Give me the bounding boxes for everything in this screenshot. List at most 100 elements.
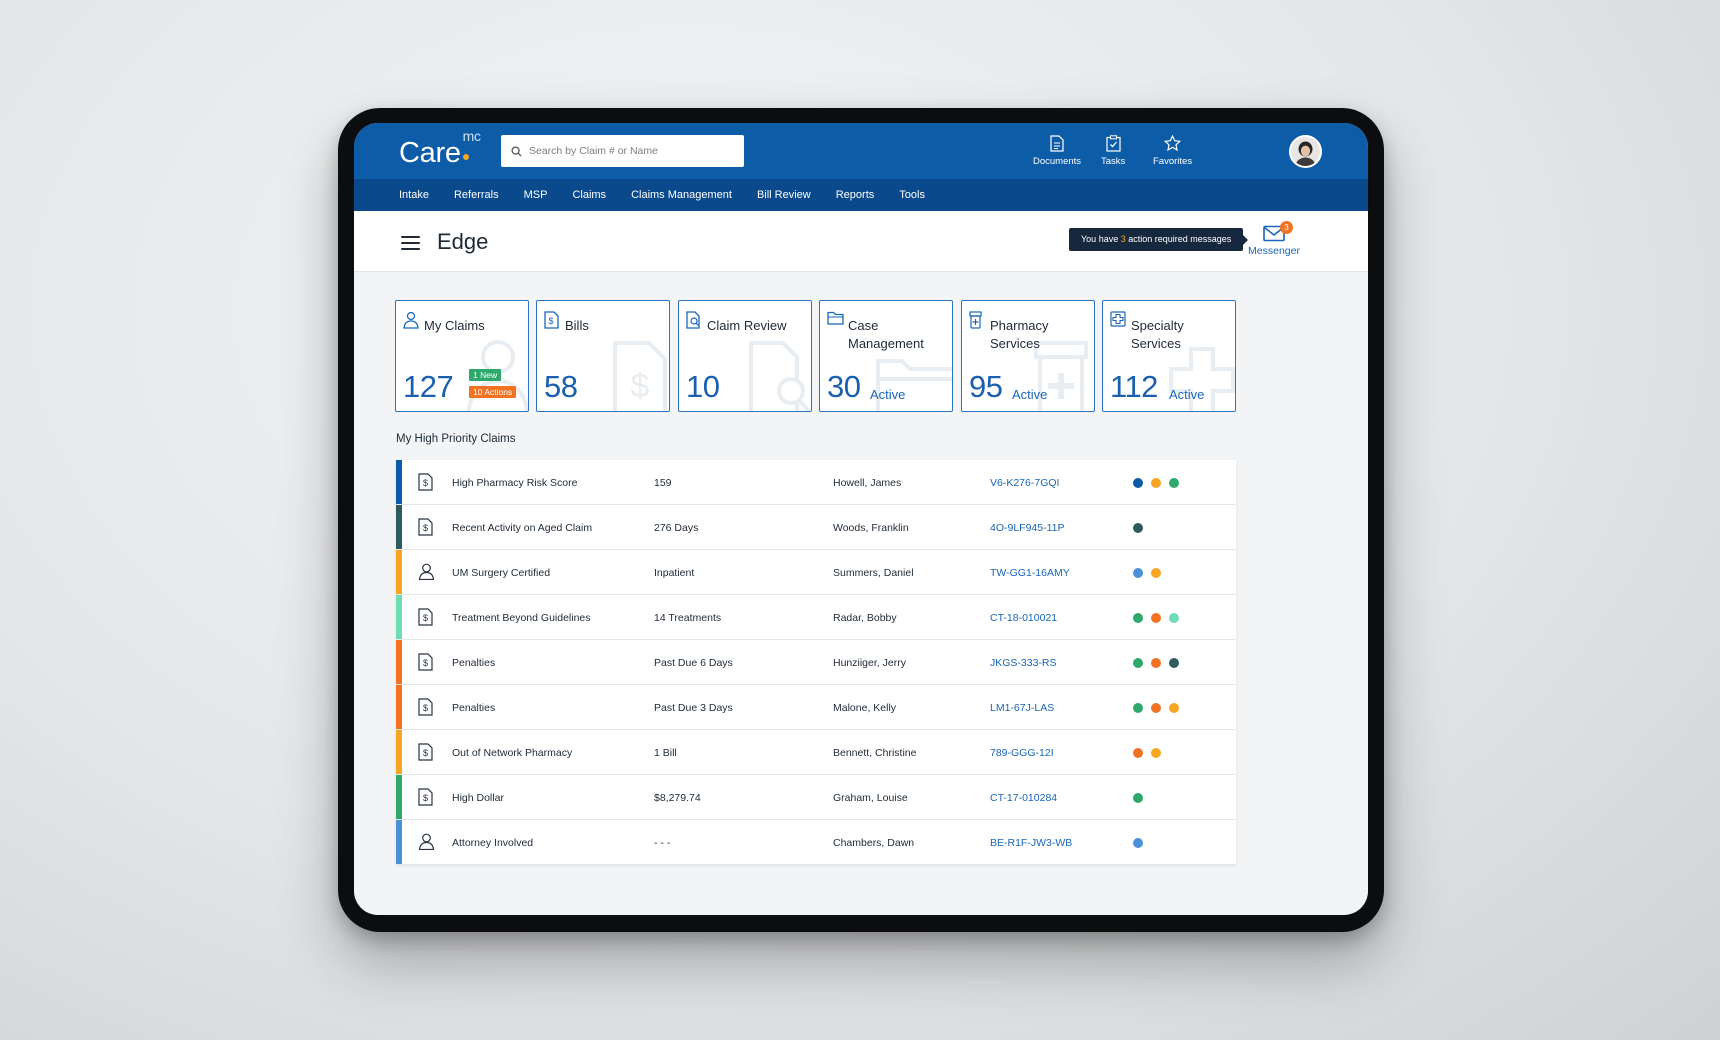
claim-alert-name: Recent Activity on Aged Claim bbox=[452, 522, 593, 534]
nav-item-tools[interactable]: Tools bbox=[899, 189, 925, 201]
status-dot bbox=[1151, 478, 1161, 488]
nav-item-reports[interactable]: Reports bbox=[835, 189, 875, 201]
status-dot bbox=[1169, 478, 1179, 488]
table-row[interactable]: $ Penalties Past Due 3 Days Malone, Kelly LM… bbox=[396, 685, 1236, 730]
dollar-document-icon: $ bbox=[418, 788, 433, 809]
nav-item-msp[interactable]: MSP bbox=[523, 189, 548, 201]
star-icon bbox=[1164, 135, 1182, 152]
row-priority-bar bbox=[396, 550, 402, 594]
table-row[interactable]: $ Treatment Beyond Guidelines 14 Treatment… bbox=[396, 595, 1236, 640]
claim-number-link[interactable]: 4O-9LF945-11P bbox=[990, 522, 1065, 534]
favorites-button[interactable]: Favorites bbox=[1153, 135, 1192, 167]
claim-number-link[interactable]: TW-GG1-16AMY bbox=[990, 567, 1070, 579]
claim-number-link[interactable]: CT-18-010021 bbox=[990, 612, 1058, 624]
status-dot bbox=[1151, 703, 1161, 713]
hamburger-menu-icon[interactable] bbox=[401, 236, 420, 250]
dollar-document-icon: $ bbox=[418, 608, 433, 629]
card-case-management[interactable]: Case Management 30 Active bbox=[819, 300, 953, 412]
clipboard-check-icon bbox=[1106, 135, 1121, 152]
status-dot bbox=[1133, 658, 1143, 668]
claim-number-link[interactable]: BE-R1F-JW3-WB bbox=[990, 837, 1073, 849]
tooltip-text-end: action required messages bbox=[1125, 234, 1232, 244]
claim-alert-detail: $8,279.74 bbox=[654, 792, 701, 804]
claim-alert-name: High Dollar bbox=[452, 792, 504, 804]
card-value: 127 bbox=[403, 369, 454, 404]
table-row[interactable]: $ High Dollar $8,279.74 Graham, Louise CT-17… bbox=[396, 775, 1236, 820]
avatar[interactable] bbox=[1289, 135, 1322, 168]
new-badge: 1 New bbox=[469, 369, 502, 381]
search-icon bbox=[511, 145, 522, 157]
tasks-button[interactable]: Tasks bbox=[1101, 135, 1125, 167]
medical-cross-icon bbox=[1110, 311, 1126, 327]
status-dot bbox=[1151, 658, 1161, 668]
claim-alert-name: Treatment Beyond Guidelines bbox=[452, 612, 591, 624]
status-dots bbox=[1133, 478, 1179, 488]
card-title: Case Management bbox=[848, 318, 924, 351]
table-row[interactable]: $ Out of Network Pharmacy 1 Bill Bennett, C… bbox=[396, 730, 1236, 775]
card-subtext: Active bbox=[1012, 387, 1048, 402]
page-header: Edge You have 3 action required messages… bbox=[354, 211, 1368, 272]
card-title: Bills bbox=[565, 318, 589, 333]
top-bar: Caremc Documents Tasks Favorites bbox=[354, 123, 1368, 179]
pill-bottle-watermark-icon bbox=[1034, 341, 1088, 411]
nav-item-referrals[interactable]: Referrals bbox=[453, 189, 499, 201]
status-dots bbox=[1133, 838, 1143, 848]
svg-text:$: $ bbox=[423, 478, 428, 488]
card-subtext: Active bbox=[1169, 387, 1205, 402]
table-row[interactable]: Attorney Involved - - - Chambers, Dawn BE-R… bbox=[396, 820, 1236, 865]
search-input[interactable] bbox=[529, 145, 729, 157]
search-box[interactable] bbox=[501, 135, 744, 167]
row-priority-bar bbox=[396, 460, 402, 504]
card-pharmacy-services[interactable]: Pharmacy Services 95 Active bbox=[961, 300, 1095, 412]
messages-tooltip: You have 3 action required messages bbox=[1069, 228, 1249, 251]
claim-alert-name: Penalties bbox=[452, 657, 496, 669]
claim-alert-detail: Past Due 3 Days bbox=[654, 702, 733, 714]
claim-alert-name: UM Surgery Certified bbox=[452, 567, 551, 579]
table-row[interactable]: $ Penalties Past Due 6 Days Hunziiger, Jerr… bbox=[396, 640, 1236, 685]
table-row[interactable]: UM Surgery Certified Inpatient Summers, Da… bbox=[396, 550, 1236, 595]
table-row[interactable]: $ High Pharmacy Risk Score 159 Howell, Jame… bbox=[396, 460, 1236, 505]
logo-dot bbox=[463, 154, 469, 160]
status-dot bbox=[1133, 703, 1143, 713]
status-dot bbox=[1133, 523, 1143, 533]
card-title: Pharmacy Services bbox=[990, 318, 1049, 351]
claims-table: $ High Pharmacy Risk Score 159 Howell, Jame… bbox=[396, 460, 1236, 865]
card-value: 58 bbox=[544, 369, 578, 404]
status-dots bbox=[1133, 748, 1161, 758]
claim-number-link[interactable]: V6-K276-7GQI bbox=[990, 477, 1060, 489]
nav-item-claims-management[interactable]: Claims Management bbox=[631, 189, 732, 201]
tooltip-text-start: You have bbox=[1081, 234, 1121, 244]
claim-number-link[interactable]: LM1-67J-LAS bbox=[990, 702, 1055, 714]
logo-superscript: mc bbox=[462, 128, 481, 145]
dollar-document-icon: $ bbox=[418, 473, 433, 494]
logo[interactable]: Caremc bbox=[399, 128, 481, 170]
status-dot bbox=[1169, 613, 1179, 623]
dollar-document-icon: $ bbox=[418, 653, 433, 674]
nav-item-intake[interactable]: Intake bbox=[399, 189, 429, 201]
section-title: My High Priority Claims bbox=[396, 433, 516, 445]
card-bills[interactable]: $ $ Bills 58 bbox=[536, 300, 670, 412]
card-claim-review[interactable]: Claim Review 10 bbox=[678, 300, 812, 412]
nav-item-claims[interactable]: Claims bbox=[572, 189, 607, 201]
dollar-document-watermark-icon: $ bbox=[613, 341, 667, 411]
documents-button[interactable]: Documents bbox=[1033, 135, 1081, 167]
claimant-name: Hunziiger, Jerry bbox=[833, 657, 906, 669]
folder-watermark-icon bbox=[876, 359, 952, 411]
card-specialty-services[interactable]: Specialty Services 112 Active bbox=[1102, 300, 1236, 412]
card-title: Claim Review bbox=[707, 318, 787, 333]
svg-text:$: $ bbox=[631, 367, 650, 405]
nav-item-bill-review[interactable]: Bill Review bbox=[756, 189, 811, 201]
svg-text:$: $ bbox=[423, 658, 428, 668]
messenger-button[interactable]: 3 Messenger bbox=[1244, 221, 1304, 257]
claimant-name: Graham, Louise bbox=[833, 792, 908, 804]
tooltip-count: 3 bbox=[1120, 234, 1126, 244]
card-my-claims[interactable]: My Claims 127 1 New 10 Actions bbox=[395, 300, 529, 412]
favorites-label: Favorites bbox=[1153, 156, 1193, 167]
actions-badge: 10 Actions bbox=[469, 386, 517, 398]
claim-number-link[interactable]: 789-GGG-12I bbox=[990, 747, 1054, 759]
claim-number-link[interactable]: CT-17-010284 bbox=[990, 792, 1058, 804]
table-row[interactable]: $ Recent Activity on Aged Claim 276 Days Wo… bbox=[396, 505, 1236, 550]
pill-bottle-icon bbox=[969, 311, 982, 329]
row-priority-bar bbox=[396, 595, 402, 639]
claim-number-link[interactable]: JKGS-333-RS bbox=[990, 657, 1057, 669]
